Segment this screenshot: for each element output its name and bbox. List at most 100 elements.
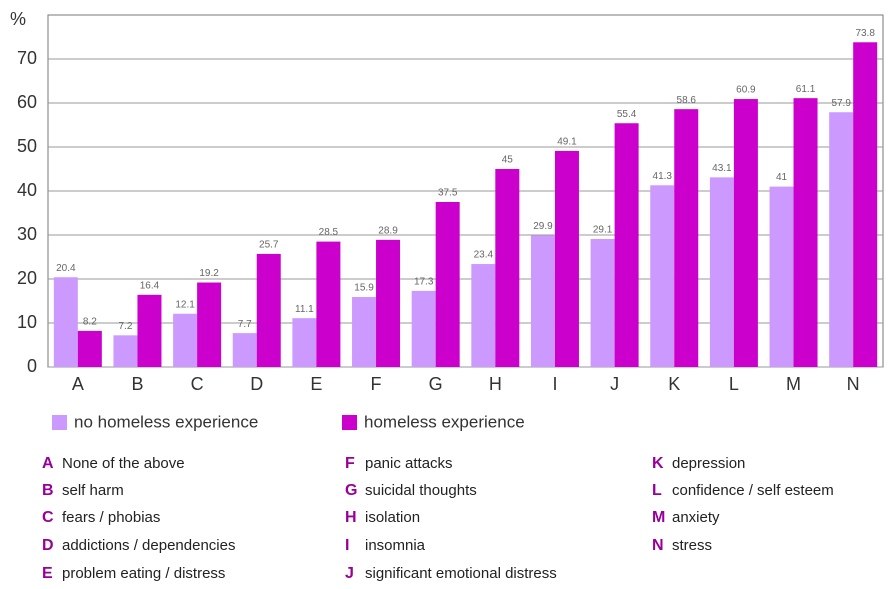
x-tick-label: J: [610, 374, 619, 394]
key-text: self harm: [62, 482, 124, 499]
value-label: 49.1: [557, 137, 577, 148]
bar: [376, 239, 401, 367]
key-letter: G: [345, 482, 357, 499]
key-letter: F: [345, 455, 355, 472]
value-label: 16.4: [140, 280, 160, 291]
key-letter: D: [42, 537, 54, 554]
key-text: insomnia: [365, 537, 426, 554]
legend-label: homeless experience: [364, 412, 525, 431]
key-text: addictions / dependencies: [62, 537, 235, 554]
key-letter: H: [345, 509, 357, 526]
y-tick-label: 60: [17, 92, 37, 112]
x-tick-label: A: [72, 374, 84, 394]
value-label: 29.9: [533, 221, 553, 232]
value-label: 28.5: [319, 227, 339, 238]
x-tick-label: M: [786, 374, 801, 394]
bar: [113, 335, 138, 367]
bar: [793, 98, 818, 367]
bar: [853, 42, 878, 367]
bar: [292, 318, 317, 367]
bar: [53, 277, 78, 367]
legend-swatch: [52, 415, 67, 430]
bar: [829, 112, 854, 368]
value-label: 73.8: [855, 28, 875, 39]
value-label: 12.1: [175, 299, 195, 310]
value-label: 41.3: [653, 171, 673, 182]
key-letter: J: [345, 565, 354, 582]
bar: [709, 177, 734, 367]
bar: [590, 238, 615, 367]
key-letter: E: [42, 565, 53, 582]
key-letter: I: [345, 537, 349, 554]
x-tick-label: B: [131, 374, 143, 394]
bar: [232, 333, 257, 367]
key-text: confidence / self esteem: [672, 482, 834, 499]
bar: [77, 330, 102, 367]
bar: [674, 109, 699, 367]
y-tick-label: 10: [17, 312, 37, 332]
x-tick-label: E: [310, 374, 322, 394]
value-label: 37.5: [438, 188, 458, 199]
value-label: 41: [776, 172, 788, 183]
value-label: 29.1: [593, 225, 613, 236]
x-tick-label: F: [371, 374, 382, 394]
bar: [435, 202, 460, 367]
value-label: 55.4: [617, 109, 637, 120]
x-tick-label: G: [429, 374, 443, 394]
key-letter: A: [42, 455, 54, 472]
y-tick-label: 20: [17, 268, 37, 288]
value-label: 61.1: [796, 84, 816, 95]
value-label: 11.1: [295, 304, 314, 315]
bar: [495, 169, 520, 367]
bar: [197, 282, 222, 367]
value-label: 20.4: [56, 263, 76, 274]
value-label: 8.2: [83, 317, 97, 328]
value-label: 57.9: [831, 98, 851, 109]
bar: [471, 264, 496, 367]
bar: [256, 253, 281, 367]
bar: [530, 235, 555, 367]
x-tick-label: K: [668, 374, 680, 394]
x-tick-label: L: [729, 374, 739, 394]
key-text: fears / phobias: [62, 509, 160, 526]
bar: [554, 150, 579, 367]
y-tick-label: 0: [27, 356, 37, 376]
legend-swatch: [342, 415, 357, 430]
x-tick-label: H: [489, 374, 502, 394]
value-label: 60.9: [736, 85, 756, 96]
value-label: 19.2: [199, 268, 219, 279]
y-tick-label: 30: [17, 224, 37, 244]
key-text: significant emotional distress: [365, 565, 557, 582]
legend-label: no homeless experience: [74, 412, 258, 431]
x-tick-label: I: [552, 374, 557, 394]
value-label: 17.3: [414, 277, 434, 288]
value-label: 15.9: [354, 283, 374, 294]
x-tick-label: N: [847, 374, 860, 394]
value-label: 23.4: [474, 250, 494, 261]
bar: [316, 241, 341, 367]
y-tick-label: 40: [17, 180, 37, 200]
key-text: anxiety: [672, 509, 720, 526]
x-tick-label: C: [191, 374, 204, 394]
bar: [650, 185, 675, 367]
key-text: stress: [672, 537, 712, 554]
key-letter: M: [652, 509, 665, 526]
value-label: 25.7: [259, 240, 279, 251]
value-label: 28.9: [378, 225, 398, 236]
key-letter: N: [652, 537, 664, 554]
value-label: 58.6: [677, 95, 697, 106]
key-text: problem eating / distress: [62, 565, 225, 582]
bar: [411, 290, 436, 367]
y-tick-label: 70: [17, 48, 37, 68]
y-tick-label: 50: [17, 136, 37, 156]
bar: [173, 313, 198, 367]
key-text: None of the above: [62, 455, 185, 472]
value-label: 7.7: [238, 319, 252, 330]
y-axis-label: %: [10, 9, 26, 29]
value-label: 7.2: [119, 321, 133, 332]
key-letter: C: [42, 509, 54, 526]
bar: [769, 186, 794, 367]
value-label: 43.1: [712, 163, 732, 174]
key-text: isolation: [365, 509, 420, 526]
